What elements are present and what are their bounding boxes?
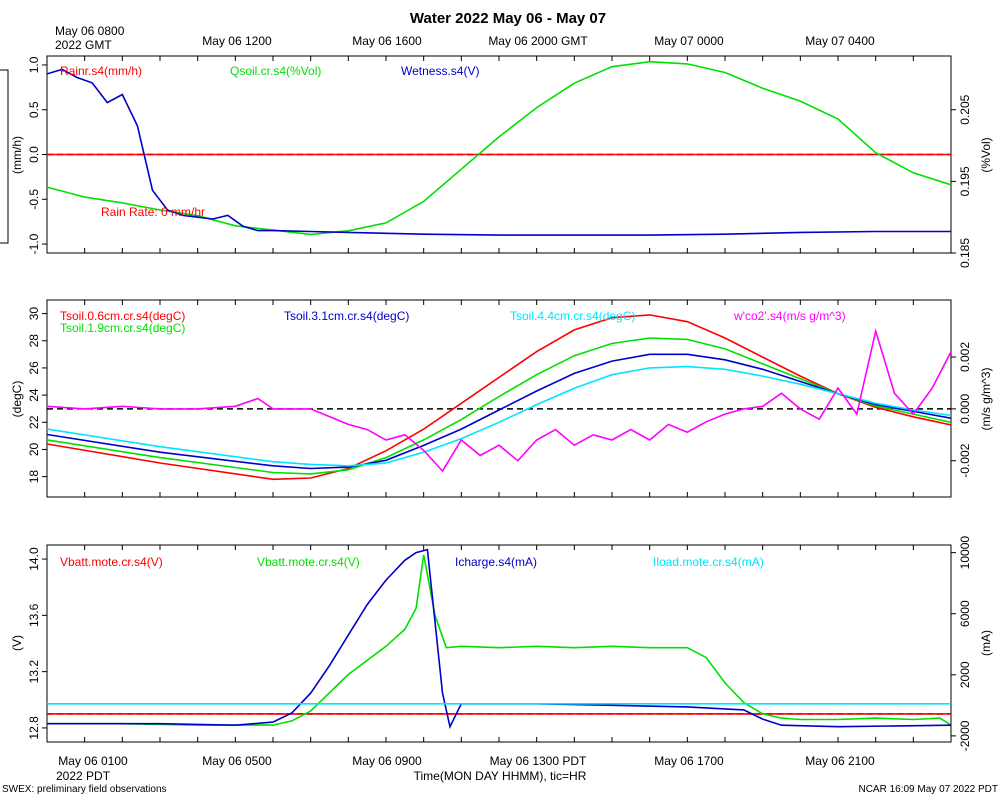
legend-rainr: Rainr.s4(mm/h) [60,64,142,78]
y-tick-label-left: 22 [27,415,41,429]
top-tick-label: May 06 1200 [202,34,272,48]
chart-title: Water 2022 May 06 - May 07 [410,10,606,27]
ylabel-left-temp: (degC) [10,381,24,418]
y-tick-label-right: 0.185 [958,238,972,268]
y-tick-label-left: 26 [27,361,41,375]
x-axis-label: Time(MON DAY HHMM), tic=HR [414,769,587,783]
bottom-axis-year-label: 2022 PDT [56,769,111,783]
ylabel-left-volt: (V) [10,635,24,651]
series-line-w-co2-s4-m-s-g-m-3 [47,327,951,473]
y-tick-label-left: 20 [27,442,41,456]
series-line-tsoil-1-9cm-cr-s4-degc [47,337,951,475]
top-axis-start-year: 2022 GMT [55,38,112,52]
series-line-tsoil-4-4cm-cr-s4-degc [47,365,951,467]
series-line-vbatt-mote-cr-s4-v [47,554,951,726]
top-axis-start-label: May 06 0800 [55,24,125,38]
y-tick-label-left: 13.2 [27,660,41,684]
y-tick-label-left: 13.6 [27,603,41,627]
y-tick-label-right: 10000 [958,536,972,570]
legend-tsoil-0-6: Tsoil.0.6cm.cr.s4(degC) [60,309,185,323]
rain-rate-annotation: Rain Rate: 0 mm/hr [101,205,205,219]
top-tick-label: May 07 0400 [805,34,875,48]
legend-vbatt-red: Vbatt.mote.cr.s4(V) [60,555,163,569]
series-line-icharge-s4-ma [47,548,951,730]
y-tick-label-left: 28 [27,334,41,348]
y-tick-label-right: -2000 [958,720,972,751]
y-tick-label-left: 0.5 [27,101,41,118]
y-tick-label-left: 24 [27,388,41,402]
y-tick-label-right: 0.000 [958,394,972,424]
series-line-qsoil-cr-s4-vol [47,60,951,236]
bottom-tick-label: May 06 2100 [805,754,875,768]
legend-tsoil-4-4: Tsoil.4.4cm.cr.s4(degC) [510,309,635,323]
bottom-tick-label: May 06 1300 PDT [490,754,587,768]
legend-tsoil-3-1: Tsoil.3.1cm.cr.s4(degC) [284,309,409,323]
ylabel-left-water: (mm/h) [10,136,24,174]
y-tick-label-left: 0.0 [27,146,41,163]
legend-wco2: w'co2'.s4(m/s g/m^3) [733,309,846,323]
y-tick-label-left: 1.0 [27,56,41,73]
bottom-tick-label: May 06 0500 [202,754,272,768]
ylabel-right-current: (mA) [979,630,993,656]
top-tick-label: May 06 1600 [352,34,422,48]
panel-frame-power [46,544,952,743]
y-tick-label-right: 0.195 [958,166,972,196]
legend-box-edge [0,69,9,244]
y-tick-label-right: -0.002 [958,443,972,477]
legend-qsoil: Qsoil.cr.s4(%Vol) [230,64,321,78]
y-tick-label-left: 18 [27,470,41,484]
legend-icharge: Icharge.s4(mA) [455,555,537,569]
y-tick-label-left: 12.8 [27,716,41,740]
top-tick-label: May 07 0000 [654,34,724,48]
y-tick-label-right: 0.002 [958,342,972,372]
legend-tsoil-1-9: Tsoil.1.9cm.cr.s4(degC) [60,321,185,335]
series-line-tsoil-0-6cm-cr-s4-degc [47,314,951,481]
top-tick-label: May 06 2000 GMT [488,34,588,48]
ylabel-right-water: (%Vol) [979,137,993,172]
y-tick-label-left: -1.0 [27,233,41,254]
ylabel-right-flux: (m/s g/m^3) [979,368,993,431]
y-tick-label-left: 30 [27,307,41,321]
y-tick-label-right: 0.205 [958,94,972,124]
legend-iload: Iload.mote.cr.s4(mA) [653,555,764,569]
legend-vbatt-green: Vbatt.mote.cr.s4(V) [257,555,360,569]
series-line-wetness-s4-v [47,68,951,236]
y-tick-label-left: -0.5 [27,189,41,210]
bottom-tick-label: May 06 0900 [352,754,422,768]
footer-right: NCAR 16:09 May 07 2022 PDT [858,784,998,795]
legend-wetness: Wetness.s4(V) [401,64,479,78]
y-tick-label-right: 6000 [958,600,972,627]
chart-marks: 1.0 0.5 0.0 -0.5 -1.0 0.205 0.195 0.185 30 28 26 24… [27,56,972,751]
footer-left: SWEX: preliminary field observations [2,784,167,795]
bottom-tick-label: May 06 0100 [58,754,128,768]
bottom-tick-label: May 06 1700 [654,754,724,768]
y-tick-label-right: 2000 [958,661,972,688]
y-tick-label-left: 14.0 [27,547,41,571]
series-line-tsoil-3-1cm-cr-s4-degc [47,353,951,470]
